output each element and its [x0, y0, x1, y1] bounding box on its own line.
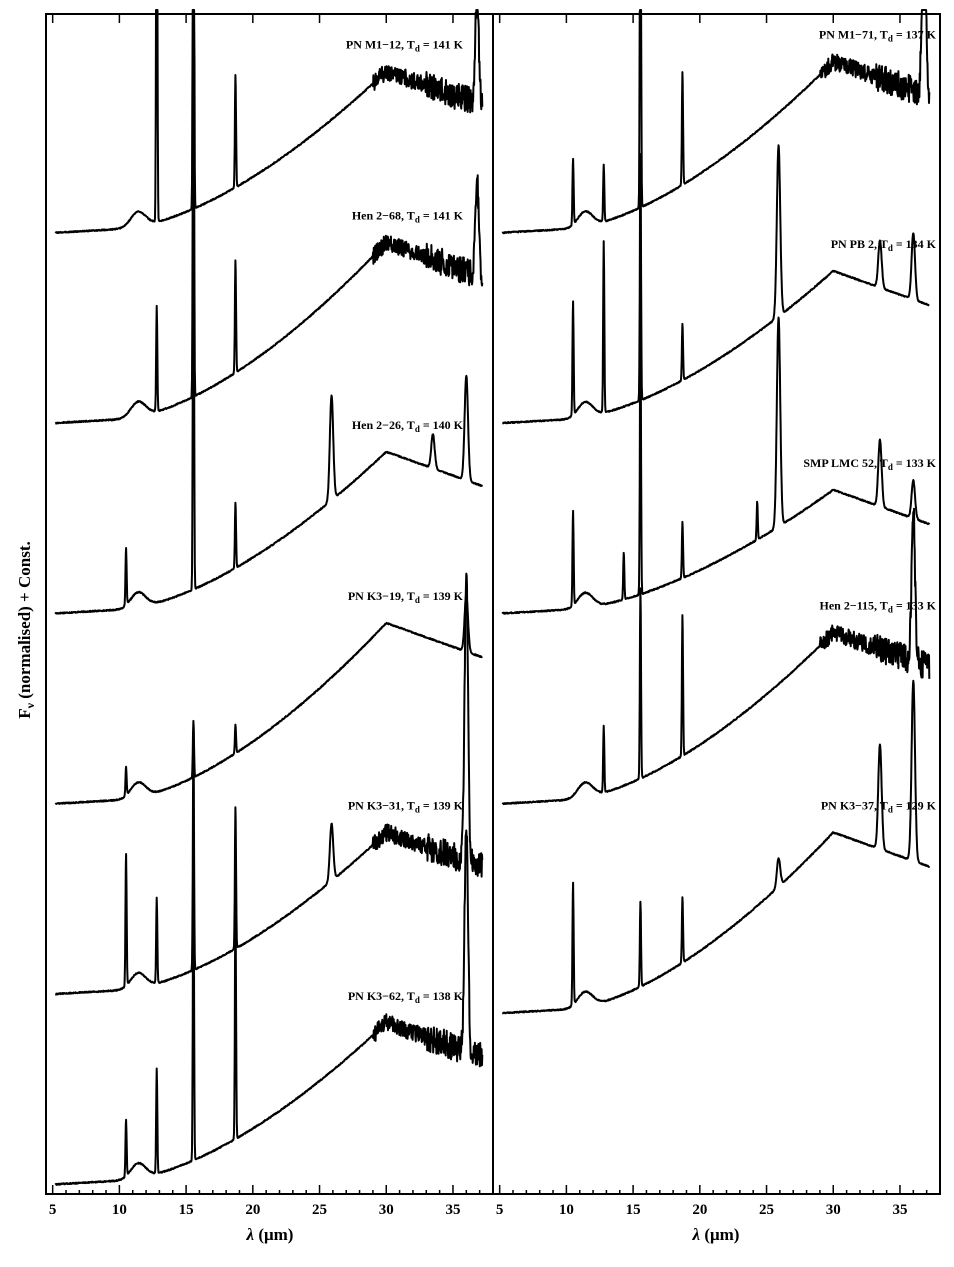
x-tick-label-left: 30	[379, 1202, 394, 1218]
spectrum-line-left	[54, 593, 483, 805]
x-tick-label-right: 15	[626, 1202, 641, 1218]
spectrum-label: PN K3−31, Td = 139 K	[348, 799, 464, 815]
spectrum-line-right	[501, 316, 931, 615]
spectrum-label: PN M1−71, Td = 137 K	[819, 28, 937, 44]
spectrum-label: Hen 2−26, Td = 140 K	[352, 418, 464, 434]
x-axis-label-right: λ (μm)	[692, 1225, 740, 1244]
x-tick-label-right: 30	[826, 1202, 841, 1218]
spectrum-line-right	[501, 144, 930, 425]
x-tick-label-left: 35	[445, 1202, 460, 1218]
x-tick-label-left: 10	[112, 1202, 127, 1218]
y-axis-label: Fν (normalised) + Const.	[15, 541, 37, 719]
spectrum-line-left	[54, 9, 484, 425]
spectrum-line-left	[54, 9, 484, 235]
x-tick-label-left: 5	[49, 1202, 57, 1218]
spectrum-label: PN M1−12, Td = 141 K	[346, 37, 464, 53]
spectrum-line-left	[54, 572, 484, 996]
x-tick-label-right: 5	[496, 1202, 504, 1218]
spectrum-label: Hen 2−115, Td = 133 K	[820, 599, 937, 615]
spectrum-label: PN K3−19, Td = 139 K	[348, 589, 464, 605]
spectrum-label: SMP LMC 52, Td = 133 K	[803, 456, 936, 472]
spectrum-label: PN PB 2, Td = 134 K	[831, 237, 937, 253]
axis-frame-left	[45, 13, 494, 1195]
spectrum-line-right	[501, 9, 931, 235]
axis-frame-right	[492, 13, 941, 1195]
spectrum-label: PN K3−62, Td = 138 K	[348, 989, 464, 1005]
x-tick-label-right: 20	[692, 1202, 707, 1218]
x-tick-label-right: 25	[759, 1202, 774, 1218]
spectrum-line-left	[54, 829, 484, 1186]
x-tick-label-right: 10	[559, 1202, 574, 1218]
x-tick-label-right: 35	[892, 1202, 907, 1218]
x-tick-label-left: 20	[245, 1202, 260, 1218]
spectrum-line-right	[501, 679, 931, 1015]
x-axis-label-left: λ (μm)	[246, 1225, 294, 1244]
spectrum-label: PN K3−37, Td = 129 K	[821, 799, 937, 815]
x-tick-label-left: 25	[312, 1202, 327, 1218]
spectrum-line-right	[501, 507, 931, 806]
x-tick-label-left: 15	[179, 1202, 194, 1218]
spectrum-line-left	[54, 113, 484, 615]
left-panel: 5 10 15 20 25 30 35 PN M1−12, Td = 141 K Hen 2−6…	[45, 9, 494, 1218]
right-panel: 5 10 15 20 25 30 35 PN M1−71, Td = 137 K PN PB 2…	[492, 9, 941, 1218]
spectrum-label: Hen 2−68, Td = 141 K	[352, 209, 464, 225]
